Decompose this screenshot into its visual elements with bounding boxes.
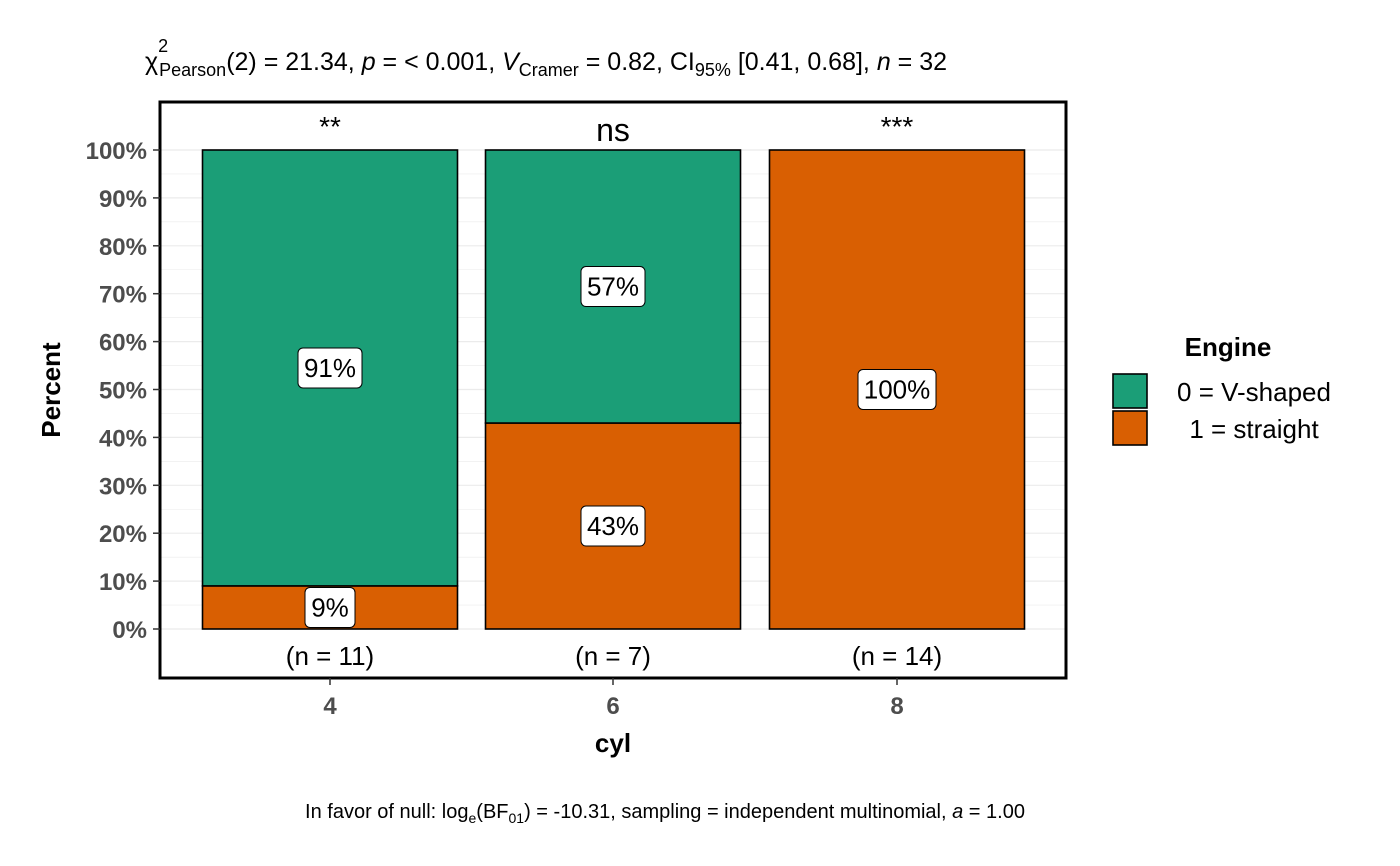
title-chi: χ <box>145 48 158 76</box>
data-label-text: 91% <box>304 353 356 383</box>
title-part4: [0.41, 0.68], <box>731 48 877 76</box>
y-axis-ticks: 0% 10% 20% 30% 40% 50% 60% 70% 80% 90% 100% <box>86 138 160 644</box>
legend-key <box>1112 373 1148 409</box>
title-superscript: 2 <box>158 36 168 56</box>
caption-sub-e: e <box>468 810 476 826</box>
data-label: 9% <box>304 586 356 628</box>
data-label-text: 9% <box>311 592 349 622</box>
data-label-box <box>580 266 646 308</box>
title-part2: = < 0.001, <box>376 48 503 76</box>
significance-label: *** <box>881 111 914 142</box>
title-sub-95: 95% <box>695 60 731 80</box>
y-tick-label: 70% <box>99 282 147 309</box>
chart-caption: In favor of null: loge(BF01) = -10.31, s… <box>305 801 1025 826</box>
caption-a: a <box>952 801 963 823</box>
count-label: (n = 7) <box>575 641 651 671</box>
title-v: V <box>502 48 521 76</box>
caption-part4: = 1.00 <box>963 801 1025 823</box>
data-label-text: 43% <box>587 511 639 541</box>
y-tick-label: 40% <box>99 425 147 452</box>
significance-label: ** <box>319 111 341 142</box>
title-sub-pearson: Pearson <box>159 60 226 80</box>
data-label: 43% <box>580 505 646 547</box>
caption-part1: In favor of null: log <box>305 801 468 823</box>
y-tick-label: 80% <box>99 234 147 261</box>
caption-sub-01: 01 <box>509 810 525 826</box>
y-tick-label: 90% <box>99 186 147 213</box>
y-tick-label: 50% <box>99 378 147 405</box>
data-label: 57% <box>580 266 646 308</box>
count-label: (n = 11) <box>286 641 374 671</box>
x-axis-ticks: 4 6 8 <box>323 678 904 720</box>
caption-part2: (BF <box>476 801 508 823</box>
data-label: 91% <box>297 347 363 389</box>
legend-label: 0 = V-shaped <box>1177 377 1331 407</box>
x-tick-label: 4 <box>323 693 337 720</box>
data-labels: 9% 91% 43% 57% 100% <box>297 266 937 628</box>
x-tick-label: 6 <box>606 693 619 720</box>
y-tick-label: 100% <box>86 138 147 165</box>
title-part1: (2) = 21.34, <box>226 48 362 76</box>
annotations: ** ns *** (n = 11) (n = 7) (n = 14) <box>286 111 942 671</box>
title-sub-cramer: Cramer <box>519 60 579 80</box>
y-tick-label: 30% <box>99 473 147 500</box>
chart-title: χ2 Pearson(2) = 21.34, p = < 0.001, VCram… <box>145 36 947 80</box>
title-part5: = 32 <box>891 48 947 76</box>
y-axis-title: Percent <box>36 342 66 438</box>
title-part3: = 0.82, CI <box>579 48 695 76</box>
count-label: (n = 14) <box>852 641 942 671</box>
legend-key <box>1112 410 1148 446</box>
data-label-text: 57% <box>587 272 639 302</box>
legend: Engine 0 = V-shaped 1 = straight <box>1112 332 1331 446</box>
data-label-box <box>857 369 937 410</box>
caption-part3: ) = -10.31, sampling = independent multi… <box>524 801 952 823</box>
y-tick-label: 0% <box>112 617 147 644</box>
x-axis-title: cyl <box>595 728 631 758</box>
data-label: 100% <box>857 369 937 410</box>
legend-title: Engine <box>1185 332 1272 362</box>
y-tick-label: 10% <box>99 569 147 596</box>
legend-label: 1 = straight <box>1189 414 1319 444</box>
data-label-text: 100% <box>864 375 931 405</box>
data-label-box <box>580 505 646 547</box>
y-tick-label: 20% <box>99 521 147 548</box>
significance-label: ns <box>596 112 630 148</box>
x-tick-label: 8 <box>890 693 903 720</box>
data-label-box <box>297 347 363 389</box>
title-p: p <box>361 48 376 76</box>
data-label-box <box>304 586 356 628</box>
y-tick-label: 60% <box>99 330 147 357</box>
title-n: n <box>877 48 891 76</box>
